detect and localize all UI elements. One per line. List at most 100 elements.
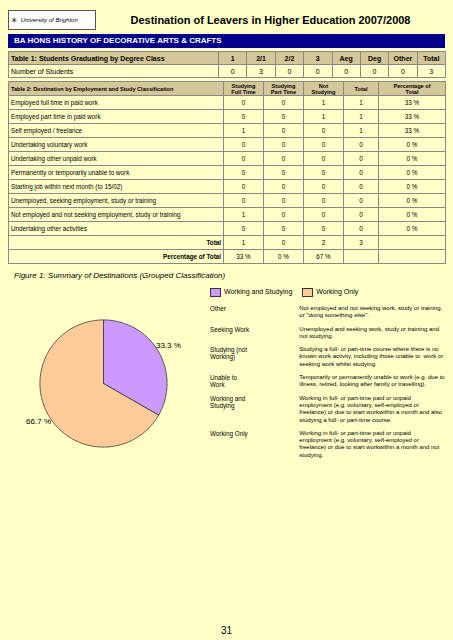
html-text:Other: Other <box>210 305 226 312</box>
html-text:0: 0 <box>241 113 246 120</box>
html-text:33 %: 33 % <box>404 127 420 134</box>
html-text:0 %: 0 % <box>406 197 418 204</box>
html-text:Studying a full- or part-time: Studying a full- or part-time course whe… <box>299 346 445 367</box>
html-text:Table 1: Students Graduating b: Table 1: Students Graduating by Degree C… <box>11 54 165 62</box>
html-text:Undertaking voluntary work: Undertaking voluntary work <box>11 141 88 148</box>
html-text:0: 0 <box>241 99 246 106</box>
html-text:0: 0 <box>321 141 326 148</box>
html-text:0: 0 <box>281 183 286 190</box>
html-text:Self employed / freelance: Self employed / freelance <box>11 127 83 134</box>
html-text:0: 0 <box>241 197 246 204</box>
html-text:Employed full time in paid wor: Employed full time in paid work <box>11 99 98 106</box>
html-text:Temporarily or permanently una: Temporarily or permanently unable to wor… <box>299 374 447 388</box>
html-text:Studying: Studying <box>231 82 256 89</box>
html-text:Working and Studying: Working and Studying <box>224 288 293 296</box>
html-text:0: 0 <box>281 141 286 148</box>
html-text:Percentage of: Percentage of <box>393 82 431 89</box>
html-text:3: 3 <box>429 67 434 75</box>
html-text:0: 0 <box>321 183 326 190</box>
html-text:67 %: 67 % <box>316 253 331 260</box>
html-text:0: 0 <box>315 67 320 75</box>
html-text:Total: Total <box>423 54 440 62</box>
html-text:0 %: 0 % <box>406 225 418 232</box>
html-text:Unable to: Unable to <box>210 374 237 382</box>
html-text:1: 1 <box>241 127 246 134</box>
svg-text:33.3 %: 33.3 % <box>156 341 181 350</box>
html-text:Not employed and not seeking e: Not employed and not seeking employment,… <box>11 211 181 218</box>
html-text:0: 0 <box>321 169 326 176</box>
html-text:Work: Work <box>210 381 225 389</box>
html-text:Undertaking other unpaid work: Undertaking other unpaid work <box>11 155 97 162</box>
html-text:Table 2: Destination by Employ: Table 2: Destination by Employment and S… <box>11 85 174 92</box>
html-text:0: 0 <box>281 113 286 120</box>
html-text:0 %: 0 % <box>406 169 418 176</box>
html-text:2/2: 2/2 <box>284 54 295 62</box>
html-text:Unemployed, seeking employment: Unemployed, seeking employment, study or… <box>11 197 156 204</box>
html-text:Working in full- or part-time: Working in full- or part-time paid or un… <box>299 394 444 423</box>
html-text:33 %: 33 % <box>404 113 420 120</box>
html-text:Unemployed and seeking work, s: Unemployed and seeking work, study or tr… <box>299 325 441 339</box>
html-text:0 %: 0 % <box>406 141 418 148</box>
html-text:Percentage of Total: Percentage of Total <box>163 253 221 260</box>
html-text:0: 0 <box>344 67 349 75</box>
html-text:0: 0 <box>281 155 286 162</box>
html-text:Total: Total <box>206 239 221 246</box>
html-text:Total: Total <box>405 88 419 95</box>
html-text:Destination of Leavers in High: Destination of Leavers in Higher Educati… <box>130 14 411 26</box>
html-text:0: 0 <box>321 155 326 162</box>
html-text:3: 3 <box>315 54 320 62</box>
html-text:31: 31 <box>220 625 233 636</box>
html-text:Working in full- or part-time: Working in full- or part-time paid or un… <box>299 429 441 458</box>
html-text:33 %: 33 % <box>236 253 251 260</box>
html-text:Part Time: Part Time <box>270 88 297 95</box>
html-text:0 %: 0 % <box>406 155 418 162</box>
html-text:Working): Working) <box>210 353 236 361</box>
html-text:Not employed and not seeking w: Not employed and not seeking work, study… <box>299 305 444 319</box>
html-text:0: 0 <box>372 67 377 75</box>
html-text:Undertaking other activities: Undertaking other activities <box>11 225 87 232</box>
html-text:Full Time: Full Time <box>231 88 256 95</box>
html-text:Studying: Studying <box>210 401 235 409</box>
html-text:Studying (not: Studying (not <box>210 346 248 354</box>
html-text:0: 0 <box>241 141 246 148</box>
html-text:0: 0 <box>321 127 326 134</box>
html-text:Total: Total <box>354 85 368 92</box>
html-text:0: 0 <box>321 197 326 204</box>
html-text:33 %: 33 % <box>404 99 420 106</box>
html-text:Number of Students: Number of Students <box>11 67 74 75</box>
html-text:0: 0 <box>241 169 246 176</box>
html-text:Starting job within next month: Starting job within next month (to 15/02… <box>11 183 123 190</box>
html-text:1: 1 <box>230 54 235 62</box>
html-text:2/1: 2/1 <box>256 54 266 62</box>
html-text:Figure 1: Summary of Destinati: Figure 1: Summary of Destinations (Group… <box>14 271 226 280</box>
html-text:BA HONS HISTORY OF DECORATIVE: BA HONS HISTORY OF DECORATIVE ARTS & CRA… <box>14 36 222 45</box>
html-text:0: 0 <box>281 197 286 204</box>
svg-text:66.7 %: 66.7 % <box>26 417 51 426</box>
html-text:Working and: Working and <box>210 394 246 402</box>
html-text:Permanently or temporarily una: Permanently or temporarily unable to wor… <box>11 169 130 176</box>
html-text:Seeking Work: Seeking Work <box>210 325 250 333</box>
html-text:0: 0 <box>230 67 235 75</box>
html-text:Not: Not <box>318 82 329 89</box>
html-text:0: 0 <box>287 67 292 75</box>
html-text:Aeg: Aeg <box>339 54 353 62</box>
html-text:0: 0 <box>281 99 286 106</box>
html-text:0: 0 <box>241 183 246 190</box>
html-text:Other: Other <box>393 54 413 62</box>
html-text:✳ University of Brighton: ✳ University of Brighton <box>11 15 78 25</box>
html-text:0 %: 0 % <box>406 183 418 190</box>
html-text:0: 0 <box>281 127 286 134</box>
html-text:0: 0 <box>241 155 246 162</box>
html-text:Employed part time in paid wor: Employed part time in paid work <box>11 113 101 120</box>
html-text:Studying: Studying <box>271 82 296 89</box>
html-text:1: 1 <box>321 99 326 106</box>
html-text:1: 1 <box>321 113 326 120</box>
html-text:Deg: Deg <box>367 54 382 62</box>
html-text:0 %: 0 % <box>278 253 289 260</box>
html-text:Studying: Studying <box>311 88 336 95</box>
html-text:Working Only: Working Only <box>210 429 248 437</box>
html-text:0: 0 <box>281 169 286 176</box>
html-text:Working Only: Working Only <box>316 288 359 296</box>
html-text:0 %: 0 % <box>406 211 418 218</box>
html-text:1: 1 <box>241 211 246 218</box>
